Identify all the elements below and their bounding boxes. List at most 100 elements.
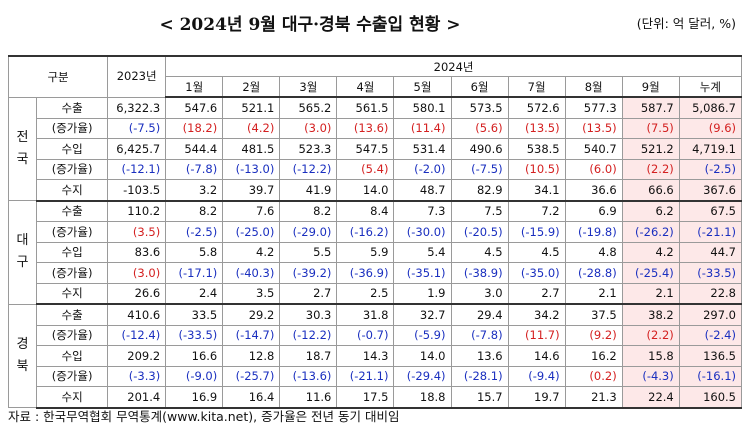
value-cell: 5,086.7	[678, 96, 743, 119]
value-cell: 561.5	[336, 96, 395, 119]
head-row: 구분 2023년 2024년	[7, 55, 742, 98]
value-cell: 16.6	[165, 345, 224, 367]
row-label: (증가율)	[36, 158, 109, 180]
value-cell: 7.2	[507, 200, 566, 222]
data-row: 수지 -103.5 3.2 39.7 41.9 14.0 48.7 82.9 34.1 36.6 6…	[9, 179, 743, 202]
data-row: 경북 수출 410.6 33.5 29.2 30.3 31.8 32.7 29.4 34.2 37.…	[7, 303, 743, 408]
value-cell: (5.6)	[450, 117, 509, 139]
value-cell: 490.6	[450, 138, 509, 160]
value-cell: 547.6	[165, 96, 224, 119]
value-cell: (2.2)	[621, 324, 680, 346]
month-header: 누계	[678, 76, 743, 98]
value-cell: (-19.8)	[564, 221, 623, 243]
value-cell: (-5.9)	[393, 324, 452, 346]
value-cell: 7.5	[450, 200, 509, 222]
value-cell: (0.2)	[564, 365, 623, 387]
value-cell: 540.7	[564, 138, 623, 160]
value-cell: 41.9	[279, 179, 338, 202]
value-cell: (-0.7)	[336, 324, 395, 346]
value-cell: (-39.2)	[279, 262, 338, 284]
value-cell: (-12.2)	[279, 324, 338, 346]
value-cell: 34.1	[507, 179, 566, 202]
value-cell: (2.2)	[621, 158, 680, 180]
value-cell: (-21.1)	[678, 221, 743, 243]
value-cell: 15.7	[450, 386, 509, 409]
data-row: 수입 83.6 5.8 4.2 5.5 5.9 5.4 4.5 4.5 4.8 4.2 44.7	[9, 241, 743, 263]
value-cell: (-21.1)	[336, 365, 395, 387]
value-cell: (-7.5)	[107, 117, 167, 139]
value-cell: 297.0	[678, 303, 743, 326]
value-cell: 33.5	[165, 303, 224, 326]
value-cell: (6.0)	[564, 158, 623, 180]
value-cell: 8.4	[336, 200, 395, 222]
value-cell: (-12.1)	[107, 158, 167, 180]
value-cell: 7.3	[393, 200, 452, 222]
value-cell: 1.9	[393, 282, 452, 305]
value-cell: 18.7	[279, 345, 338, 367]
value-cell: (3.5)	[107, 221, 167, 243]
value-cell: 521.2	[621, 138, 680, 160]
data-row: 수지 26.6 2.4 3.5 2.7 2.5 1.9 3.0 2.7 2.1 2.1 22.8	[9, 282, 743, 305]
month-header: 4월	[336, 76, 395, 98]
trade-table: 구분 2023년 2024년 1월 2월 3월 4월 5월 6월 7월 8월 9월 누계 전국 수출…	[7, 55, 743, 409]
value-cell: 110.2	[107, 200, 167, 222]
value-cell: (3.0)	[279, 117, 338, 139]
value-cell: (-16.1)	[678, 365, 743, 387]
value-cell: (10.5)	[507, 158, 566, 180]
value-cell: 209.2	[107, 345, 167, 367]
value-cell: (-29.0)	[279, 221, 338, 243]
title: < 2024년 9월 대구·경북 수출입 현황 >	[159, 15, 461, 35]
value-cell: 4.8	[564, 241, 623, 263]
value-cell: (-25.0)	[222, 221, 281, 243]
value-cell: 6,425.7	[107, 138, 167, 160]
value-cell: 410.6	[107, 303, 167, 326]
value-cell: 66.6	[621, 179, 680, 202]
value-cell: 83.6	[107, 241, 167, 263]
value-cell: (-26.2)	[621, 221, 680, 243]
value-cell: 30.3	[279, 303, 338, 326]
value-cell: (-33.5)	[165, 324, 224, 346]
value-cell: (-16.2)	[336, 221, 395, 243]
row-label: 수입	[36, 138, 109, 160]
value-cell: 5.8	[165, 241, 224, 263]
value-cell: (13.6)	[336, 117, 395, 139]
data-row: (증가율) (-12.4) (-33.5) (-14.7) (-12.2) (-0.7)(…	[9, 324, 743, 346]
row-label: 수지	[36, 282, 109, 305]
value-cell: 8.2	[165, 200, 224, 222]
row-label: (증가율)	[36, 221, 109, 243]
value-cell: 38.2	[621, 303, 680, 326]
value-cell: (7.5)	[621, 117, 680, 139]
value-cell: (-7.8)	[450, 324, 509, 346]
value-cell: 4,719.1	[678, 138, 743, 160]
value-cell: 5.9	[336, 241, 395, 263]
value-cell: 577.3	[564, 96, 623, 119]
row-label: 수지	[36, 179, 109, 202]
value-cell: 5.5	[279, 241, 338, 263]
value-cell: (-7.5)	[450, 158, 509, 180]
value-cell: (-33.5)	[678, 262, 743, 284]
value-cell: 136.5	[678, 345, 743, 367]
value-cell: (-9.0)	[165, 365, 224, 387]
value-cell: 67.5	[678, 200, 743, 222]
data-row: (증가율) (-12.1) (-7.8) (-13.0) (-12.2) (5.4) (-2…	[9, 158, 743, 180]
value-cell: 2.1	[621, 282, 680, 305]
value-cell: (-9.4)	[507, 365, 566, 387]
row-label: (증가율)	[36, 117, 109, 139]
value-cell: (-25.7)	[222, 365, 281, 387]
value-cell: 14.0	[336, 179, 395, 202]
value-cell: 7.6	[222, 200, 281, 222]
source-note: 자료 : 한국무역협회 무역통계(www.kita.net), 증가율은 전년 …	[8, 409, 400, 424]
data-row: 전국 수출 6,322.3 547.6 521.1 565.2 561.5 580.1 573.…	[7, 96, 743, 201]
month-header: 8월	[564, 76, 623, 98]
value-cell: 17.5	[336, 386, 395, 409]
value-cell: 29.4	[450, 303, 509, 326]
value-cell: (-2.5)	[678, 158, 743, 180]
row-label: 수출	[36, 303, 109, 326]
unit-note: (단위: 억 달러, %)	[636, 16, 736, 31]
month-header: 5월	[393, 76, 452, 98]
value-cell: (-3.3)	[107, 365, 167, 387]
value-cell: 201.4	[107, 386, 167, 409]
value-cell: 36.6	[564, 179, 623, 202]
value-cell: (9.6)	[678, 117, 743, 139]
value-cell: (-30.0)	[393, 221, 452, 243]
